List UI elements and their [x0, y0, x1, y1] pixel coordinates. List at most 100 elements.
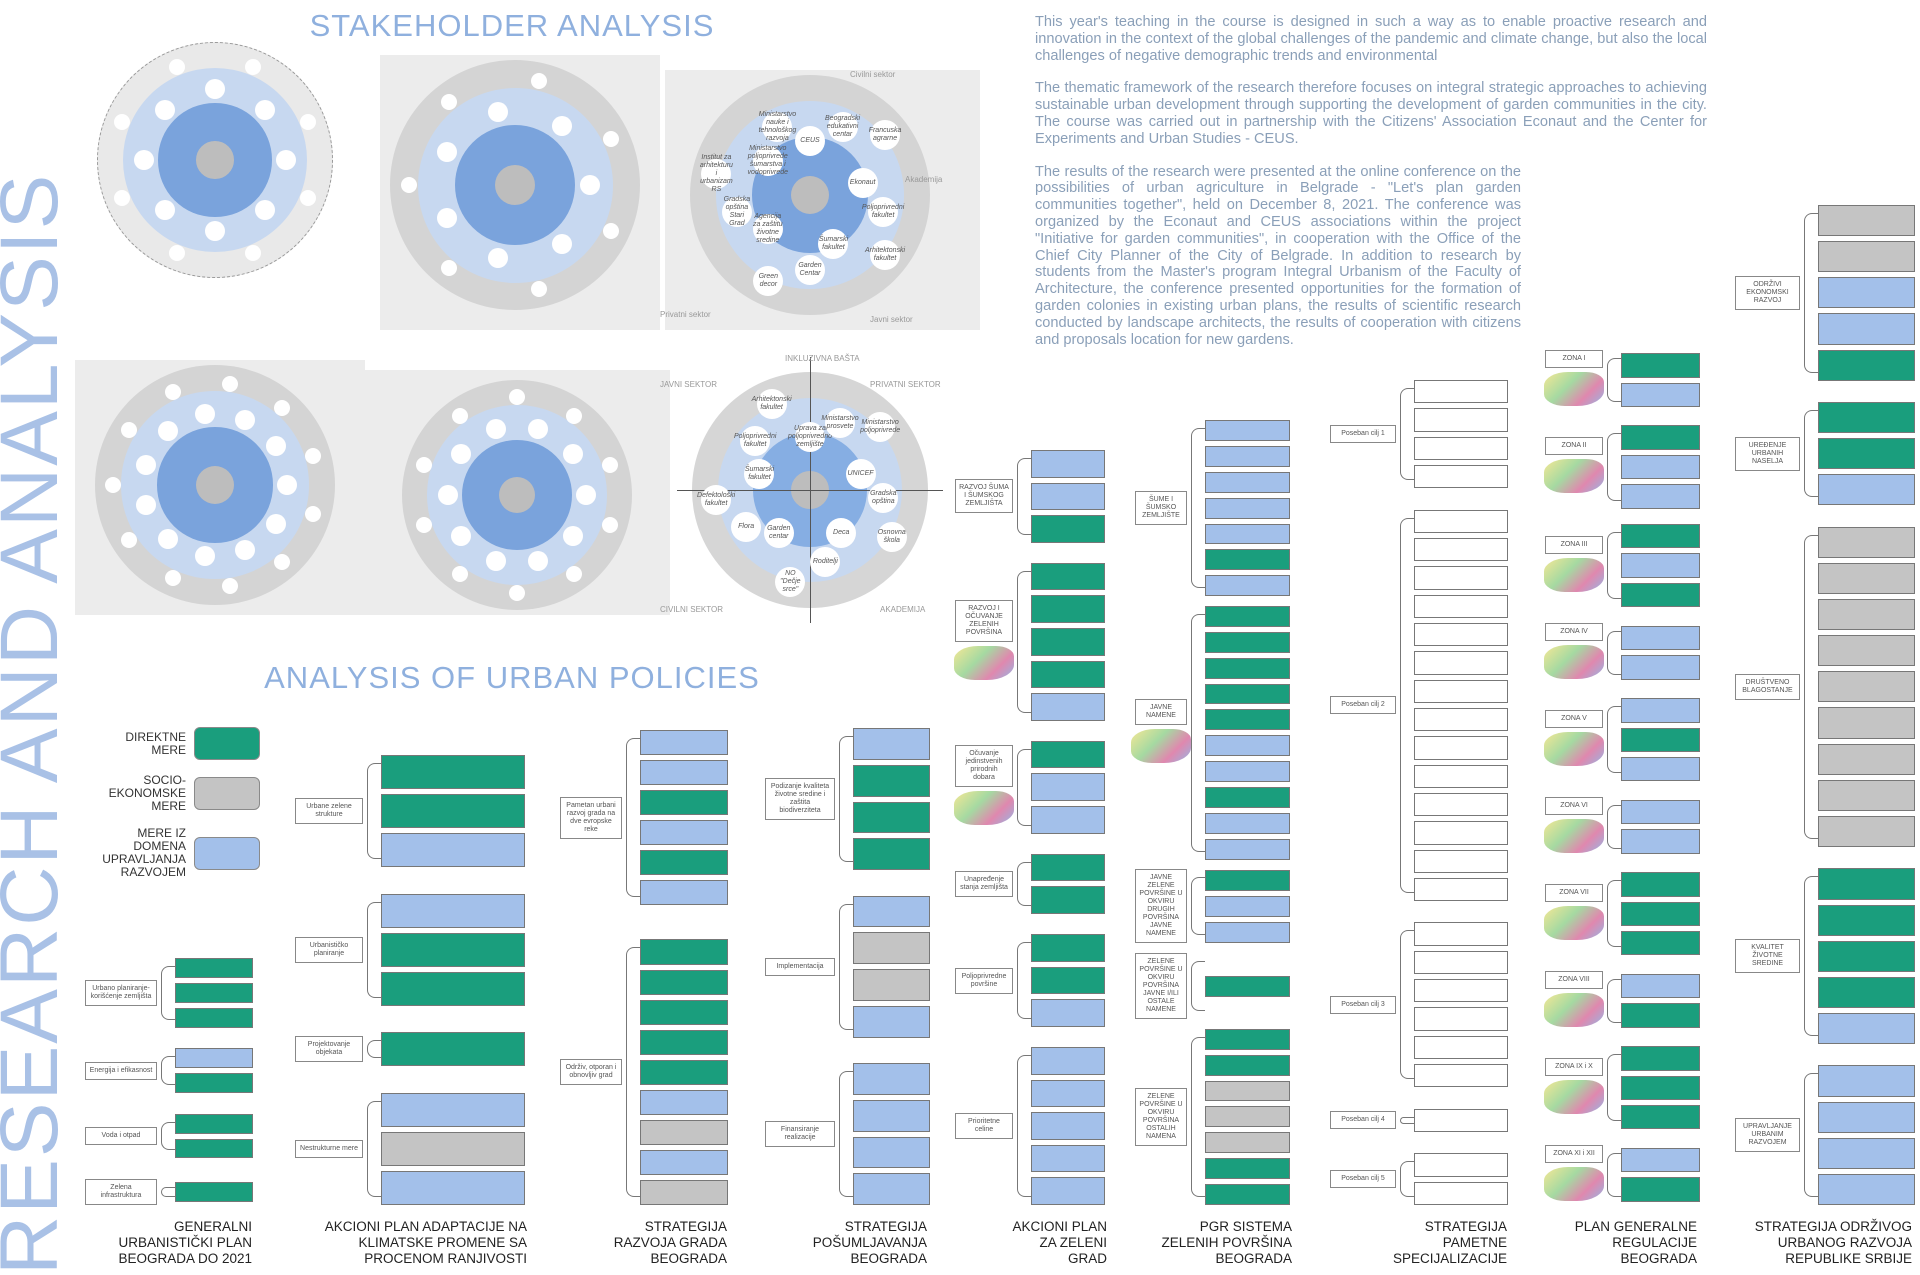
- policy-node: Urbane zelene strukture: [295, 798, 363, 824]
- measure-box: [640, 1149, 728, 1175]
- actor-bubble: Gradska opština: [868, 482, 899, 513]
- actor-bubble: [255, 200, 276, 221]
- measure-box: [1031, 660, 1105, 689]
- measure-boxes: [1414, 922, 1508, 1088]
- measure-boxes: [175, 1113, 253, 1159]
- map-thumbnail: [1544, 644, 1604, 679]
- measure-box: [1621, 931, 1700, 956]
- measure-boxes: [1031, 562, 1105, 721]
- policy-node-wrap: Prioritetne celine: [955, 1113, 1013, 1140]
- actor-bubble: [416, 517, 433, 534]
- actor-bubble: [576, 485, 596, 505]
- actor-bubble: Ministarstvo poljoprivrede: [860, 411, 900, 442]
- policy-node: Održiv, otporan i obnovljiv grad: [560, 1059, 622, 1086]
- actor-bubble: [135, 454, 156, 475]
- measure-box: [1621, 454, 1700, 480]
- policy-node: Pametan urbani razvoj grada na dve evrop…: [560, 796, 622, 839]
- measure-boxes: [1031, 1047, 1105, 1205]
- actor-bubble: [114, 113, 131, 130]
- measure-box: [175, 1182, 253, 1202]
- measure-box: [1818, 313, 1915, 345]
- measure-box: [1818, 1137, 1915, 1169]
- measure-box: [1205, 549, 1290, 571]
- actor-bubble: CEUS: [795, 126, 825, 156]
- measure-box: [1414, 1108, 1508, 1133]
- measure-box: [1031, 482, 1105, 511]
- measure-box: [1621, 524, 1700, 549]
- policy-node: Implementacija: [765, 957, 835, 976]
- legend-swatch: [194, 727, 260, 760]
- actor-bubble: [157, 420, 178, 441]
- policy-group: Finansiranje realizacije: [765, 1063, 930, 1205]
- actor-bubble: Šumarski fakultet: [818, 228, 849, 259]
- policies-title: ANALYSIS OF URBAN POLICIES: [264, 660, 760, 695]
- policy-node-wrap: Projektovanje objekata: [295, 1036, 363, 1063]
- measure-box: [175, 1073, 253, 1093]
- legend: DIREKTNE MERE SOCIO-EKONOMSKE MERE MERE …: [80, 727, 260, 893]
- sector-label: Privatni sektor: [660, 310, 711, 319]
- actor-bubble: [451, 407, 468, 424]
- policy-node: Urbanističko planiranje: [295, 936, 363, 963]
- policy-document-label: PGR SISTEMA ZELENIH POVRŠINA BEOGRADA: [1161, 1219, 1292, 1266]
- measure-box: [1205, 1158, 1290, 1180]
- actor-bubble: [168, 244, 185, 261]
- measure-box: [640, 1029, 728, 1055]
- policy-node-wrap: ZONA I: [1544, 350, 1604, 410]
- actor-bubble: Ministarstvo poljoprivrede šumarstva i v…: [747, 145, 788, 177]
- measure-box: [1031, 595, 1105, 623]
- policy-group: ŠUME I ŠUMSKO ZEMLJIŠTE: [1135, 420, 1290, 597]
- actor-bubble: Uprava za poljoprivredno zemljište: [788, 421, 832, 452]
- intro-paragraph-3: The results of the research were present…: [1035, 163, 1521, 348]
- actor-bubble: Arhitektonski fakultet: [865, 239, 905, 270]
- policy-node: Očuvanje jedinstvenih prirodnih dobara: [955, 745, 1013, 788]
- policy-node: Poseban cilj 5: [1330, 1170, 1396, 1189]
- measure-box: [1818, 707, 1915, 739]
- policy-node: Energija i efikasnost: [85, 1061, 157, 1080]
- measure-box: [1818, 815, 1915, 848]
- policy-group: ZONA VIII: [1544, 970, 1700, 1031]
- policy-node-wrap: ZONA II: [1544, 437, 1604, 497]
- connector-line: [1017, 942, 1031, 1019]
- policy-group: ZONA III: [1544, 524, 1700, 608]
- measure-box: [1621, 727, 1700, 752]
- legend-label: SOCIO-EKONOMSKE MERE: [108, 773, 186, 813]
- actor-bubble: [299, 190, 316, 207]
- connector-line: [1191, 428, 1205, 589]
- measure-box: [1818, 976, 1915, 1008]
- actor-bubble: Garden centar: [763, 517, 794, 548]
- measure-box: [1621, 1075, 1700, 1101]
- policy-document-label: STRATEGIJA RAZVOJA GRADA BEOGRADA: [613, 1219, 727, 1266]
- actor-bubble: [440, 260, 457, 277]
- map-thumbnail: [1544, 372, 1604, 406]
- measure-box: [1621, 625, 1700, 651]
- measure-box: [381, 893, 525, 928]
- connector-line: [1017, 861, 1031, 906]
- actor-bubble: [265, 513, 286, 534]
- policy-node-wrap: Nestrukturne mere: [295, 1139, 363, 1158]
- measure-box: [1205, 420, 1290, 441]
- connector-line: [1607, 630, 1621, 675]
- actor-bubble: [485, 550, 506, 571]
- measure-box: [1205, 1028, 1290, 1050]
- policy-node-wrap: JAVNE NAMENE: [1131, 698, 1191, 767]
- actor-bubble: [488, 101, 509, 122]
- actor-bubble: [566, 566, 583, 583]
- measure-box: [1621, 425, 1700, 450]
- measure-box: [1414, 979, 1508, 1003]
- actor-bubble: [255, 99, 276, 120]
- legend-socio: SOCIO-EKONOMSKE MERE: [80, 774, 260, 813]
- actor-bubble: [265, 436, 286, 457]
- measure-boxes: [1414, 380, 1508, 489]
- policy-node: ZONA V: [1545, 709, 1603, 728]
- measure-box: [381, 833, 525, 867]
- measure-box: [1818, 402, 1915, 434]
- measure-box: [1205, 870, 1290, 891]
- measure-boxes: [1414, 1153, 1508, 1205]
- connector-line: [367, 1100, 381, 1197]
- legend-management: MERE IZ DOMENA UPRAVLJANJA RAZVOJEM: [80, 827, 260, 879]
- measure-box: [1818, 474, 1915, 506]
- measure-box: [1818, 599, 1915, 631]
- measure-box: [1205, 683, 1290, 705]
- measure-box: [1818, 277, 1915, 309]
- actor-bubble: [245, 244, 262, 261]
